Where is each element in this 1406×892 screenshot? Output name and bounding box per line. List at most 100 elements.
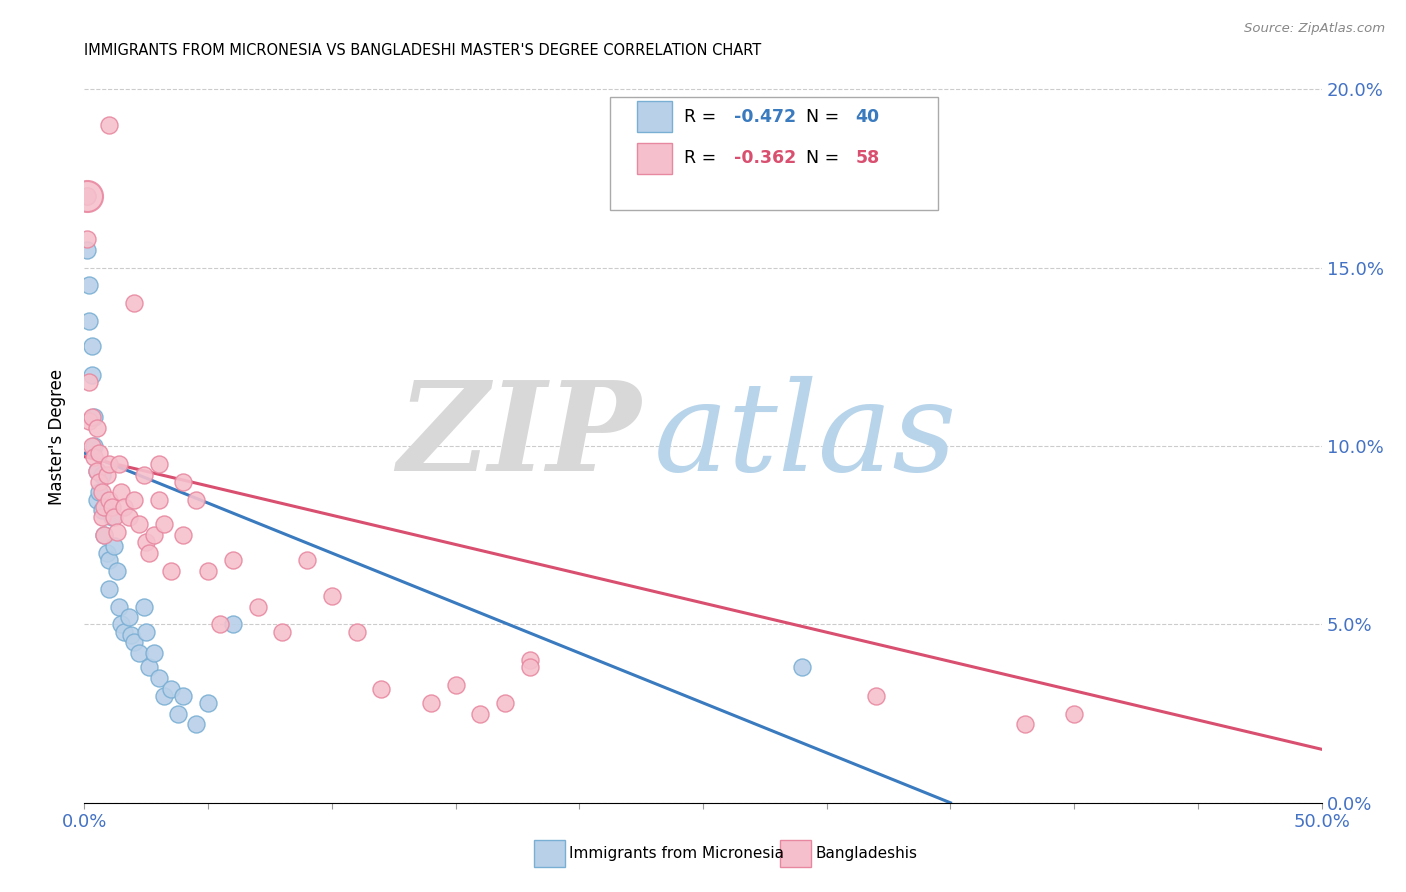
Point <box>86 492 108 507</box>
Point <box>790 660 813 674</box>
Point <box>222 553 245 567</box>
Point <box>96 467 118 482</box>
Point <box>96 546 118 560</box>
Text: Immigrants from Micronesia: Immigrants from Micronesia <box>569 847 785 861</box>
Point <box>152 517 174 532</box>
Point <box>108 599 131 614</box>
Point <box>105 524 128 539</box>
Point <box>98 492 121 507</box>
Point <box>90 467 112 482</box>
Point <box>105 564 128 578</box>
Point <box>76 232 98 246</box>
Point <box>295 553 318 567</box>
Text: 58: 58 <box>855 149 879 168</box>
Point <box>122 492 145 507</box>
Text: N =: N = <box>806 149 845 168</box>
Point <box>128 517 150 532</box>
Point <box>76 189 98 203</box>
Text: R =: R = <box>685 108 723 126</box>
Point <box>370 681 392 696</box>
Point <box>120 628 142 642</box>
Point <box>80 410 103 425</box>
Text: Source: ZipAtlas.com: Source: ZipAtlas.com <box>1244 22 1385 36</box>
Point <box>172 528 194 542</box>
Point <box>90 503 112 517</box>
Point <box>80 439 103 453</box>
Text: N =: N = <box>806 108 845 126</box>
Point <box>148 671 170 685</box>
Point <box>160 681 183 696</box>
Text: Bangladeshis: Bangladeshis <box>815 847 918 861</box>
Y-axis label: Master's Degree: Master's Degree <box>48 369 66 505</box>
Point <box>103 510 125 524</box>
Point <box>470 706 492 721</box>
Point <box>184 492 207 507</box>
Point <box>93 500 115 514</box>
Point <box>89 475 111 489</box>
Text: R =: R = <box>685 149 723 168</box>
FancyBboxPatch shape <box>637 143 672 174</box>
Point <box>90 510 112 524</box>
Point <box>79 278 101 293</box>
Point <box>110 617 132 632</box>
Point <box>93 528 115 542</box>
Point <box>89 446 111 460</box>
Point <box>138 660 160 674</box>
Point <box>118 610 141 624</box>
Point <box>346 624 368 639</box>
Point <box>132 599 155 614</box>
Point <box>197 564 219 578</box>
Text: IMMIGRANTS FROM MICRONESIA VS BANGLADESHI MASTER'S DEGREE CORRELATION CHART: IMMIGRANTS FROM MICRONESIA VS BANGLADESH… <box>84 43 762 58</box>
Point <box>167 706 190 721</box>
Point <box>100 510 122 524</box>
Point <box>122 635 145 649</box>
Point <box>98 553 121 567</box>
Point <box>148 457 170 471</box>
Point <box>76 189 98 203</box>
Point <box>76 243 98 257</box>
Point <box>89 485 111 500</box>
Point <box>110 485 132 500</box>
FancyBboxPatch shape <box>610 97 938 211</box>
Point <box>142 528 165 542</box>
Point <box>86 464 108 478</box>
Text: -0.362: -0.362 <box>734 149 796 168</box>
Point <box>172 689 194 703</box>
Point <box>865 689 887 703</box>
Point <box>128 646 150 660</box>
Point <box>246 599 269 614</box>
Point <box>271 624 294 639</box>
Point <box>79 414 101 428</box>
Point <box>1063 706 1085 721</box>
Text: atlas: atlas <box>654 376 957 498</box>
Point <box>160 564 183 578</box>
Text: ZIP: ZIP <box>398 376 641 498</box>
Point <box>184 717 207 731</box>
Point <box>79 375 101 389</box>
Point <box>1014 717 1036 731</box>
FancyBboxPatch shape <box>637 102 672 132</box>
Point <box>519 653 541 667</box>
Point <box>80 339 103 353</box>
Point <box>83 439 105 453</box>
Point <box>112 500 135 514</box>
Point <box>209 617 232 632</box>
Point <box>90 485 112 500</box>
Point <box>118 510 141 524</box>
Point <box>103 539 125 553</box>
Point <box>83 450 105 464</box>
Point <box>444 678 467 692</box>
Point <box>86 421 108 435</box>
Point <box>93 528 115 542</box>
Point <box>135 624 157 639</box>
Point <box>86 464 108 478</box>
Point <box>112 624 135 639</box>
Point <box>122 296 145 310</box>
Point <box>132 467 155 482</box>
Point <box>79 314 101 328</box>
Point <box>142 646 165 660</box>
Point <box>172 475 194 489</box>
Text: -0.472: -0.472 <box>734 108 796 126</box>
Point <box>98 118 121 132</box>
Point <box>519 660 541 674</box>
